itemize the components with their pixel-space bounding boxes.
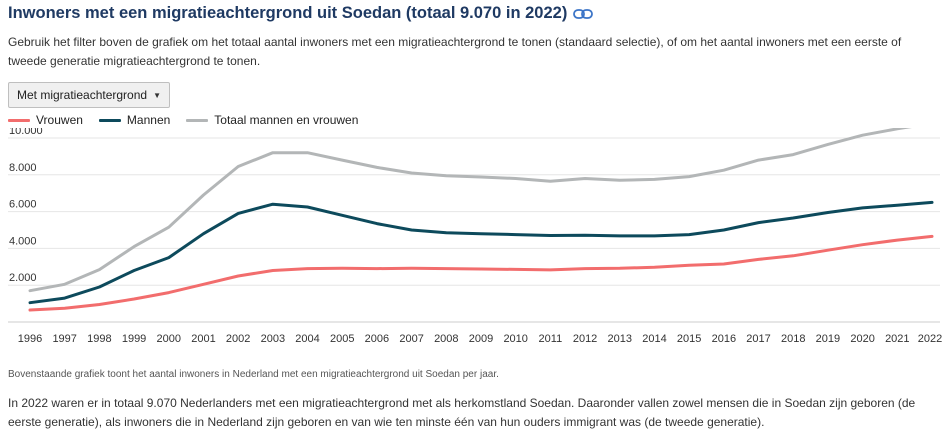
x-tick-label: 2014	[642, 333, 666, 345]
x-tick-label: 2012	[573, 333, 597, 345]
x-tick-label: 2020	[850, 333, 874, 345]
chart-legend: Vrouwen Mannen Totaal mannen en vrouwen	[8, 113, 374, 127]
x-tick-label: 2022	[918, 333, 942, 345]
link-icon[interactable]	[573, 8, 594, 20]
x-tick-label: 2003	[261, 333, 285, 345]
filter-selected-value: Met migratieachtergrond	[17, 88, 148, 102]
y-tick-label: 6.000	[9, 199, 37, 211]
series-line-totaal-mannen-en-vrouwen	[28, 128, 912, 293]
chart-caption: Bovenstaande grafiek toont het aantal in…	[8, 369, 499, 380]
y-tick-label: 2.000	[9, 272, 37, 284]
page-title: Inwoners met een migratieachtergrond uit…	[8, 4, 568, 22]
legend-label: Totaal mannen en vrouwen	[214, 113, 359, 127]
x-tick-label: 2004	[295, 333, 319, 345]
legend-swatch	[186, 118, 209, 122]
legend-item-1[interactable]: Vrouwen	[8, 113, 83, 127]
line-chart: 2.000 4.000 6.000 8.000 10.000 1996 1997 1998 19…	[8, 128, 942, 345]
x-tick-label: 1996	[18, 333, 42, 345]
outro-text: In 2022 waren er in totaal 9.070 Nederla…	[8, 396, 916, 429]
x-tick-label: 2011	[539, 333, 563, 345]
x-tick-label: 2009	[469, 333, 493, 345]
x-tick-label: 2008	[434, 333, 458, 345]
y-tick-label: 10.000	[9, 128, 43, 137]
x-tick-label: 2013	[608, 333, 632, 345]
series-line-mannen	[28, 200, 934, 305]
legend-label: Mannen	[126, 113, 171, 127]
x-tick-label: 2007	[399, 333, 423, 345]
x-tick-label: 2021	[885, 333, 909, 345]
x-tick-label: 2002	[226, 333, 250, 345]
x-tick-label: 2017	[746, 333, 770, 345]
legend-item-2[interactable]: Mannen	[98, 113, 171, 127]
legend-swatch	[98, 118, 121, 122]
x-tick-label: 2006	[365, 333, 389, 345]
x-tick-label: 1997	[52, 333, 76, 345]
legend-label: Vrouwen	[36, 113, 83, 127]
x-tick-label: 2010	[503, 333, 527, 345]
title-row: Inwoners met een migratieachtergrond uit…	[8, 4, 594, 23]
x-tick-label: 2018	[781, 333, 805, 345]
x-tick-label: 2001	[191, 333, 215, 345]
series-line-vrouwen	[28, 234, 934, 312]
intro-text: Gebruik het filter boven de grafiek om h…	[8, 35, 902, 68]
legend-swatch	[8, 118, 30, 122]
legend-item-3[interactable]: Totaal mannen en vrouwen	[186, 113, 358, 127]
y-tick-label: 4.000	[9, 235, 37, 247]
x-tick-label: 2000	[157, 333, 181, 345]
y-tick-label: 8.000	[9, 162, 37, 174]
x-tick-label: 1999	[122, 333, 146, 345]
migration-filter-select[interactable]: Met migratieachtergrond ▼	[8, 82, 170, 108]
x-tick-label: 2015	[677, 333, 701, 345]
x-tick-label: 2019	[816, 333, 840, 345]
x-tick-label: 2005	[330, 333, 354, 345]
x-tick-label: 1998	[87, 333, 111, 345]
caret-down-icon: ▼	[153, 90, 161, 100]
x-tick-label: 2016	[712, 333, 736, 345]
